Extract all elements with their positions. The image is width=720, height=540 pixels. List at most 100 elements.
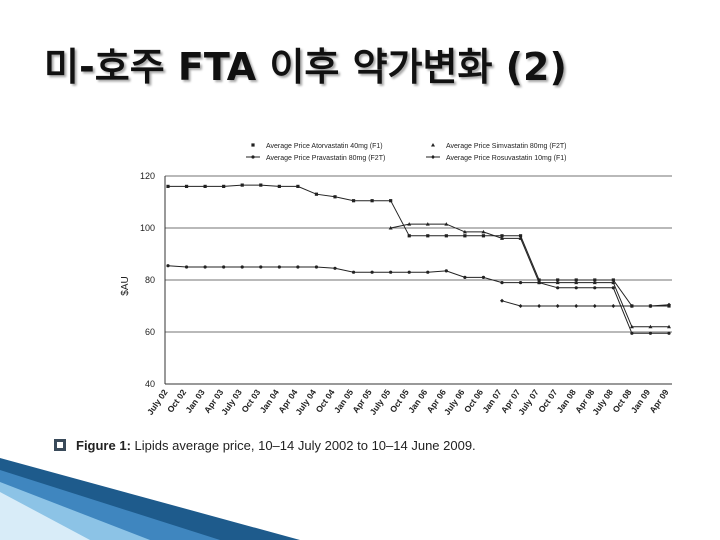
- data-point: [500, 298, 504, 303]
- data-point: [203, 184, 207, 188]
- data-point: [592, 280, 597, 285]
- y-axis-label: $AU: [120, 276, 131, 295]
- data-point: [667, 331, 671, 335]
- x-tick-label: Apr 09: [647, 387, 671, 415]
- y-tick-label: 120: [140, 171, 155, 181]
- legend-item: Average Price Pravastatin 80mg (F2T): [246, 155, 385, 162]
- y-tick-label: 100: [140, 223, 155, 233]
- data-point: [667, 324, 671, 329]
- data-point: [203, 265, 207, 269]
- data-point: [314, 265, 319, 269]
- data-point: [277, 184, 281, 188]
- bullet-icon: [54, 439, 66, 451]
- legend-item: Average Price Rosuvastatin 10mg (F1): [426, 155, 566, 162]
- series-2: [388, 222, 671, 329]
- data-point: [593, 286, 597, 290]
- y-tick-label: 60: [145, 327, 155, 337]
- series-line: [168, 184, 669, 307]
- data-point: [184, 265, 189, 269]
- chart-series: [166, 183, 671, 335]
- legend-item: Average Price Atorvastatin 40mg (F1): [251, 143, 383, 150]
- legend-item: Average Price Simvastatin 80mg (F2T): [431, 143, 566, 150]
- series-line: [390, 223, 669, 328]
- data-point: [611, 280, 616, 285]
- data-point: [574, 304, 579, 308]
- data-point: [444, 222, 449, 226]
- data-point: [574, 278, 578, 282]
- data-point: [184, 184, 189, 188]
- data-point: [500, 281, 504, 285]
- data-point: [518, 281, 523, 285]
- data-point: [222, 184, 226, 188]
- data-point: [537, 278, 541, 282]
- data-point: [222, 265, 226, 269]
- series-line: [167, 265, 669, 334]
- data-point: [537, 281, 541, 285]
- data-point: [296, 184, 300, 188]
- data-point: [518, 234, 523, 238]
- data-point: [251, 155, 255, 159]
- data-point: [370, 199, 374, 203]
- data-point: [629, 324, 634, 329]
- y-tick-label: 80: [145, 275, 155, 285]
- series-4: [500, 298, 671, 308]
- data-point: [500, 234, 504, 238]
- data-point: [277, 265, 281, 269]
- x-tick-label: July 02: [145, 387, 170, 417]
- figure-caption: Figure 1: Lipids average price, 10–14 Ju…: [54, 438, 476, 453]
- data-point: [463, 234, 467, 238]
- data-point: [481, 229, 486, 234]
- series-line: [501, 300, 670, 307]
- data-point: [240, 265, 244, 269]
- data-point: [462, 229, 467, 234]
- data-point: [351, 270, 356, 274]
- data-point: [537, 304, 542, 308]
- data-point: [407, 234, 411, 238]
- data-point: [518, 236, 523, 240]
- data-point: [166, 264, 170, 268]
- data-point: [555, 280, 560, 285]
- chart-legend: Average Price Atorvastatin 40mg (F1) Aver…: [246, 143, 566, 162]
- data-point: [426, 234, 430, 238]
- data-point: [648, 331, 653, 335]
- figure-caption-text: Lipids average price, 10–14 July 2002 to…: [134, 438, 476, 453]
- lipids-price-chart: Average Price Atorvastatin 40mg (F1) Aver…: [120, 143, 672, 417]
- data-point: [166, 184, 170, 188]
- series-3: [166, 264, 671, 335]
- data-point: [407, 222, 412, 226]
- legend-label: Average Price Simvastatin 80mg (F2T): [446, 143, 566, 150]
- data-point: [333, 195, 337, 199]
- figure-label: Figure 1:: [76, 438, 131, 453]
- data-point: [667, 302, 671, 307]
- data-point: [389, 199, 393, 203]
- data-point: [388, 226, 393, 230]
- data-point: [555, 304, 560, 308]
- data-point: [500, 236, 504, 240]
- data-point: [481, 234, 486, 238]
- y-tick-labels: 40 60 80 100 120: [140, 171, 155, 389]
- data-point: [518, 304, 523, 308]
- data-point: [444, 234, 448, 238]
- data-point: [251, 143, 255, 147]
- data-point: [556, 286, 560, 290]
- data-point: [648, 304, 653, 308]
- legend-label: Average Price Pravastatin 80mg (F2T): [266, 155, 385, 162]
- data-point: [240, 183, 244, 187]
- data-point: [592, 304, 597, 308]
- data-point: [431, 143, 435, 147]
- data-point: [556, 278, 560, 282]
- slide-title: 미-호주 FTA 이후 약가변화 (2): [44, 45, 567, 89]
- data-point: [370, 270, 374, 274]
- data-point: [333, 266, 337, 270]
- data-point: [426, 270, 430, 274]
- data-point: [611, 304, 616, 308]
- data-point: [593, 278, 597, 282]
- y-tick-label: 40: [145, 379, 155, 389]
- data-point: [407, 270, 411, 274]
- data-point: [574, 280, 579, 285]
- data-point: [425, 222, 430, 226]
- data-point: [431, 155, 435, 159]
- data-point: [351, 199, 356, 203]
- data-point: [389, 270, 393, 274]
